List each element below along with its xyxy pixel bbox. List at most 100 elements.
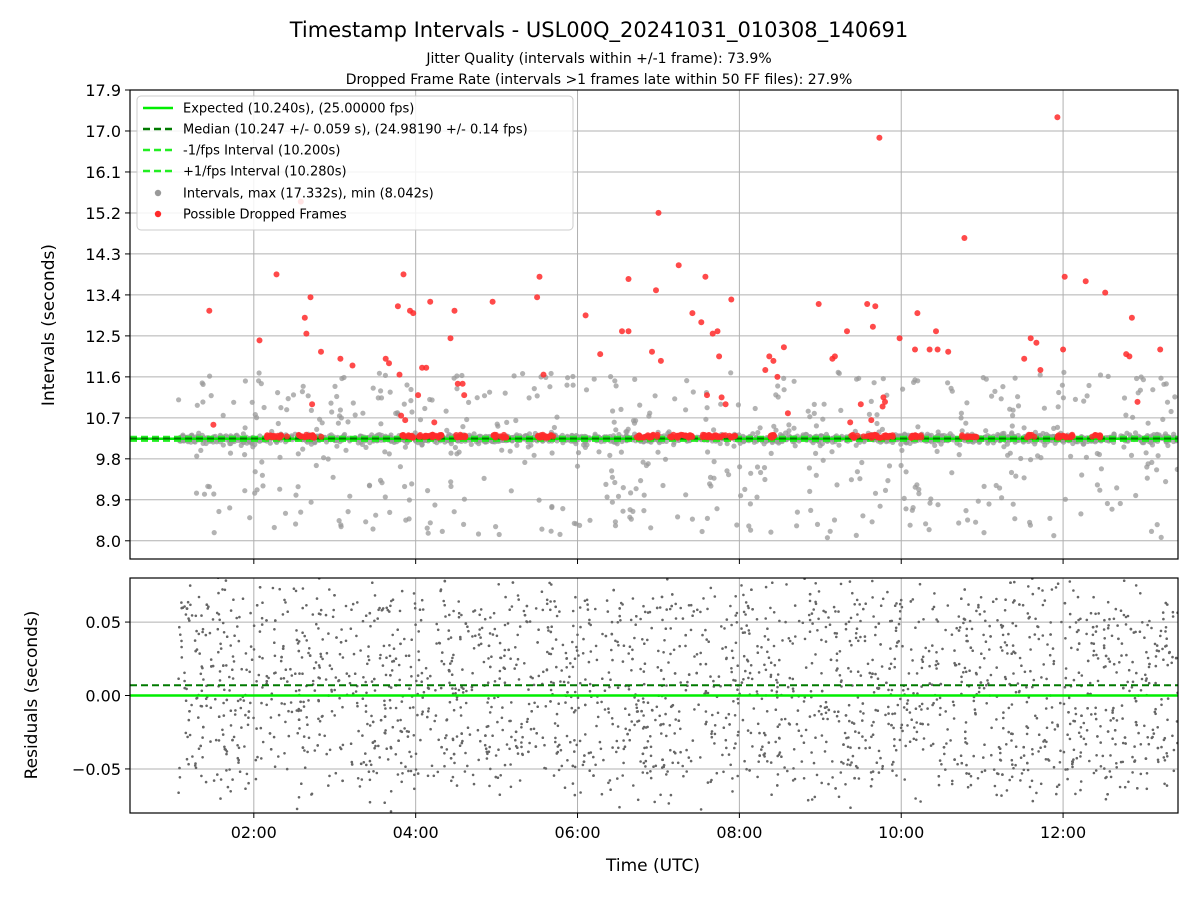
interval-point (1042, 442, 1048, 448)
residual-point (298, 672, 301, 675)
residual-point (820, 781, 823, 785)
residual-point (430, 764, 434, 768)
residual-point (449, 636, 453, 639)
residual-point (671, 761, 674, 765)
residual-point (977, 690, 981, 694)
residual-point (1094, 717, 1098, 721)
residual-point (1135, 723, 1138, 727)
residual-point (219, 647, 223, 650)
dropped-frame-point (1157, 346, 1164, 353)
interval-point (768, 529, 774, 535)
residual-point (1067, 696, 1071, 700)
interval-point (549, 450, 555, 456)
residual-point (1082, 721, 1086, 725)
residual-point (1059, 749, 1062, 753)
residual-point (252, 716, 255, 720)
residual-point (1019, 779, 1022, 782)
residual-point (655, 705, 659, 709)
residual-point (272, 735, 276, 739)
residual-point (1043, 745, 1047, 748)
residual-point (1009, 581, 1012, 584)
residual-point (509, 657, 512, 660)
residual-point (231, 677, 235, 680)
interval-point (352, 412, 358, 418)
residual-point (503, 763, 507, 767)
residual-point (833, 631, 837, 635)
residual-point (273, 641, 276, 644)
residual-point (1005, 643, 1009, 647)
residual-point (1131, 660, 1134, 664)
residual-point (837, 710, 840, 713)
residual-point (547, 629, 550, 632)
residual-point (1164, 626, 1168, 629)
interval-point (618, 406, 624, 412)
interval-point (228, 440, 234, 447)
residual-point (628, 728, 631, 732)
interval-point (277, 486, 283, 492)
interval-point (557, 531, 563, 538)
dropped-frame-point (394, 303, 401, 310)
residual-point (649, 754, 653, 758)
residual-point (646, 638, 649, 642)
dropped-frame-point (933, 328, 939, 335)
residual-point (626, 732, 629, 736)
interval-point (711, 427, 717, 433)
residual-point (360, 778, 364, 781)
residual-point (183, 671, 186, 675)
residual-point (436, 628, 440, 632)
residual-point (1013, 599, 1016, 602)
residual-point (389, 790, 393, 793)
residual-point (351, 602, 355, 606)
residual-point (988, 648, 991, 651)
residual-point (306, 723, 309, 726)
residual-point (679, 727, 682, 731)
dropped-frame-point (709, 434, 716, 440)
residual-point (549, 700, 552, 703)
residual-point (420, 598, 424, 602)
residual-point (1035, 716, 1039, 720)
interval-point (240, 431, 246, 437)
residual-point (965, 742, 969, 745)
residual-point (856, 670, 860, 673)
residual-point (420, 680, 424, 683)
residual-point (678, 644, 681, 648)
residual-point (449, 757, 453, 760)
residual-point (451, 656, 454, 660)
interval-point (1161, 381, 1167, 387)
residual-point (571, 665, 575, 669)
residual-point (644, 759, 648, 763)
dropped-frame-point (704, 392, 710, 399)
interval-point (805, 408, 811, 414)
residual-point (396, 719, 400, 722)
residual-point (750, 819, 753, 822)
residual-point (893, 665, 896, 669)
residual-point (802, 700, 806, 703)
residual-point (1150, 626, 1153, 630)
residual-point (1058, 761, 1062, 764)
residual-point (797, 619, 801, 623)
residual-point (183, 679, 186, 683)
residual-point (199, 672, 203, 676)
residual-point (1115, 719, 1119, 722)
residual-point (1074, 707, 1077, 710)
residual-point (318, 719, 322, 723)
residual-point (401, 772, 404, 775)
interval-point (1135, 390, 1141, 396)
residual-point (776, 725, 780, 728)
residual-point (1111, 711, 1114, 714)
residual-point (1018, 689, 1021, 693)
residual-point (228, 768, 231, 771)
residual-point (314, 661, 318, 664)
residual-point (662, 765, 665, 768)
residual-point (237, 758, 240, 762)
residual-point (966, 639, 969, 643)
residuals-y-tick-label: −0.05 (72, 760, 121, 779)
residual-point (669, 705, 673, 709)
residual-point (549, 688, 553, 692)
interval-point (1145, 461, 1151, 467)
residual-point (991, 600, 995, 603)
interval-point (370, 526, 376, 532)
residual-point (837, 610, 840, 613)
residual-point (207, 605, 210, 608)
residual-point (881, 764, 884, 768)
